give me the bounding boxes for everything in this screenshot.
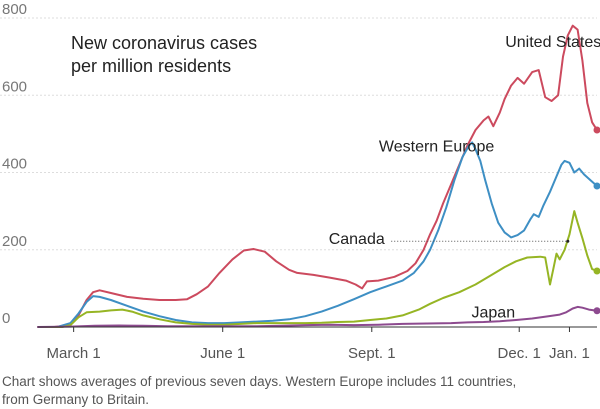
y-tick-label-0: 0 <box>2 310 10 327</box>
x-tick-label-jan-1: Jan. 1 <box>549 345 590 362</box>
series-label-united-states: United States <box>505 34 600 51</box>
y-tick-label-800: 800 <box>2 1 27 18</box>
series-end-dot-western-europe <box>593 182 600 190</box>
chart-title-line-1: New coronavirus cases <box>71 33 257 53</box>
chart-caption: Chart shows averages of previous seven d… <box>2 373 598 409</box>
x-tick-label-march-1: March 1 <box>47 345 101 362</box>
x-axis: March 1 June 1 Sept. 1 Dec. 1 Jan. 1 <box>38 326 597 362</box>
x-tick-label-sept-1: Sept. 1 <box>348 345 396 362</box>
x-tick-label-dec-1: Dec. 1 <box>498 345 541 362</box>
line-chart: 0 200 400 600 800 March 1 June 1 Sept. 1 Dec. 1… <box>0 1 600 362</box>
series-line-western-europe <box>37 141 598 328</box>
series-label-japan: Japan <box>472 304 516 321</box>
y-tick-label-200: 200 <box>2 233 27 250</box>
series-end-dot-united-states <box>593 126 600 134</box>
caption-line-2: from Germany to Britain. <box>2 392 150 407</box>
y-tick-labels: 0 200 400 600 800 <box>2 1 27 327</box>
caption-line-1: Chart shows averages of previous seven d… <box>2 374 517 389</box>
gridlines <box>0 17 597 251</box>
y-tick-label-600: 600 <box>2 78 27 95</box>
series-label-western-europe: Western Europe <box>379 138 494 155</box>
chart-title-line-2: per million residents <box>71 56 231 76</box>
annotation-point <box>566 239 570 243</box>
series-lines <box>37 24 600 328</box>
y-tick-label-400: 400 <box>2 156 27 173</box>
series-end-dot-canada <box>593 267 600 275</box>
series-line-united-states <box>37 24 598 328</box>
series-end-dot-japan <box>593 307 600 315</box>
annotation-layer <box>391 239 570 243</box>
x-tick-label-june-1: June 1 <box>200 345 245 362</box>
series-line-canada <box>37 210 598 328</box>
series-label-canada: Canada <box>329 231 385 248</box>
series-line-japan <box>37 305 598 328</box>
series-labels: United States Western Europe Canada Japan <box>329 34 600 321</box>
